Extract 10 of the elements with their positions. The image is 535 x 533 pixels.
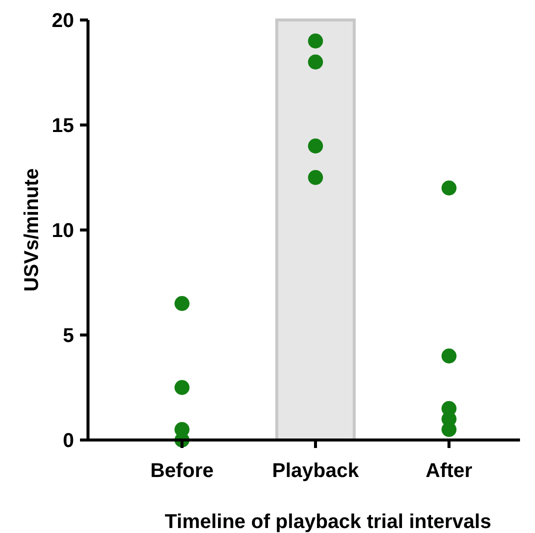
y-axis-title: USVs/minute	[21, 168, 43, 292]
x-axis-title: Timeline of playback trial intervals	[164, 511, 492, 533]
y-tick-label: 10	[52, 220, 74, 242]
x-tick-label: After	[426, 460, 473, 482]
y-tick-label: 20	[52, 10, 74, 32]
y-tick-label: 5	[62, 325, 74, 347]
y-tick-label: 0	[62, 430, 74, 452]
y-tick-label: 15	[52, 115, 74, 137]
x-tick-label: Before	[150, 460, 214, 482]
x-tick-label: Playback	[272, 460, 360, 482]
